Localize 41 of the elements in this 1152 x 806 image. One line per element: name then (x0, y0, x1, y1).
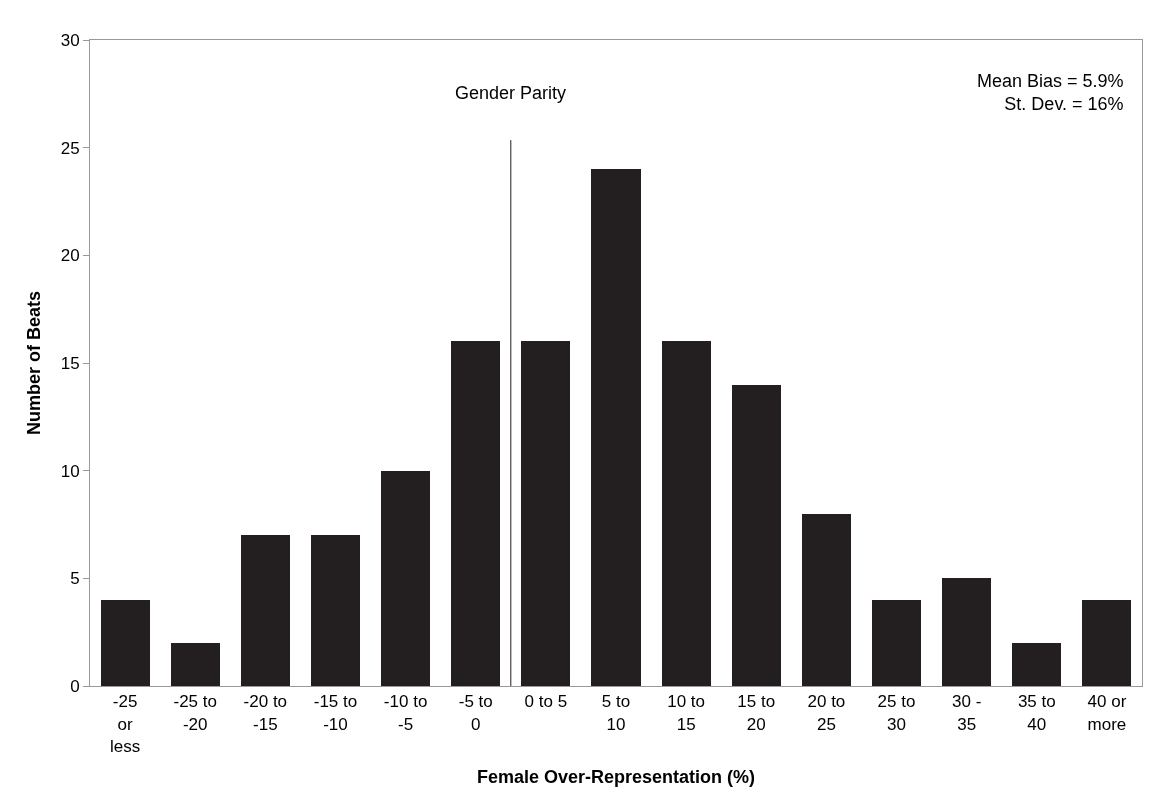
x-tick-label: 40 or more (1087, 692, 1127, 734)
x-tick-label: -15 to -10 (313, 692, 358, 734)
bar (1082, 600, 1131, 686)
bar (171, 643, 220, 686)
bar (451, 341, 500, 686)
annotation: Gender Parity (455, 83, 567, 103)
bar (872, 600, 921, 686)
x-tick-label: 30 - 35 (952, 692, 982, 734)
y-tick-label: 15 (60, 353, 80, 373)
x-tick-label: -10 to -5 (383, 692, 428, 734)
bar (311, 535, 360, 686)
x-axis-title: Female Over-Representation (%) (476, 766, 756, 787)
bar (381, 471, 430, 686)
y-tick-label: 20 (60, 246, 80, 266)
bar (1012, 643, 1061, 686)
y-tick-label: 10 (60, 461, 80, 481)
x-tick-label: -25 to -20 (173, 692, 217, 734)
bar (591, 169, 641, 686)
y-tick-label: 30 (60, 30, 80, 50)
bar (521, 341, 570, 686)
x-tick-label: 5 to 10 (601, 692, 631, 734)
annotation: Mean Bias = 5.9% St. Dev. = 16% (977, 71, 1124, 115)
x-tick-label: 35 to 40 (1017, 692, 1056, 734)
x-tick-label: 10 to 15 (667, 692, 706, 734)
x-tick-label: 20 to 25 (807, 692, 846, 734)
y-axis-title: Number of Beats (23, 290, 44, 436)
bar (662, 341, 711, 686)
x-tick-label: -20 to -15 (243, 692, 288, 734)
bar (101, 600, 150, 686)
bar (942, 578, 991, 686)
bar (802, 514, 851, 686)
x-tick-label: -5 to 0 (458, 692, 493, 734)
x-tick-label: -25 or less (109, 692, 141, 756)
x-tick-label: 25 to 30 (877, 692, 916, 734)
x-tick-label: 0 to 5 (524, 692, 568, 712)
y-tick-label: 25 (60, 138, 80, 158)
y-tick-label: 5 (70, 569, 80, 589)
y-tick-label: 0 (70, 676, 80, 696)
bar (732, 385, 781, 686)
bar (241, 535, 290, 686)
x-tick-label: 15 to 20 (737, 692, 776, 734)
